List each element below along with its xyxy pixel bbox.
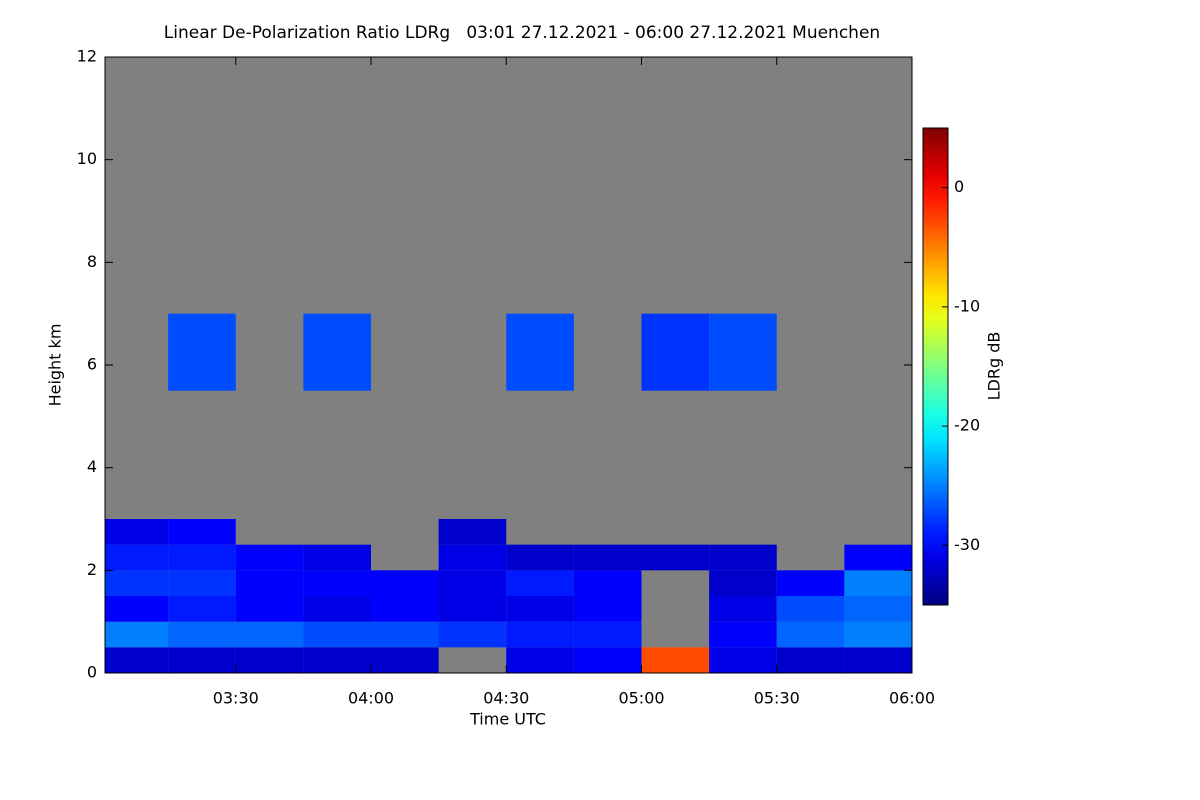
heatmap-cell: [844, 570, 912, 596]
heatmap-cell: [438, 544, 507, 571]
y-tick-label: 2: [87, 560, 97, 579]
colorbar-tick-label: -10: [954, 296, 980, 315]
heatmap-cell: [168, 621, 236, 648]
heatmap-cell: [235, 544, 304, 571]
heatmap-cell: [709, 570, 777, 596]
colorbar-tick-label: -20: [954, 416, 980, 435]
heatmap-cell: [506, 596, 574, 622]
y-tick-label: 0: [87, 663, 97, 682]
colorbar: [922, 127, 949, 606]
heatmap-cell: [370, 570, 439, 596]
heatmap-cell: [303, 596, 371, 622]
heatmap-cell: [235, 647, 304, 673]
heatmap-cell: [506, 544, 574, 571]
heatmap-cell: [235, 621, 304, 648]
colorbar-label: LDRg dB: [985, 332, 1004, 401]
heatmap-cell: [709, 621, 777, 648]
heatmap-cell: [105, 621, 169, 648]
x-axis-label: Time UTC: [469, 710, 546, 729]
heatmap-cell: [303, 621, 371, 648]
heatmap-cell: [709, 544, 777, 571]
heatmap-cell: [105, 570, 169, 596]
heatmap-cell: [573, 596, 642, 622]
heatmap-cell: [844, 596, 912, 622]
heatmap-cell: [370, 621, 439, 648]
heatmap-cell: [776, 621, 845, 648]
heatmap-cell: [573, 647, 642, 673]
x-tick-label: 05:00: [618, 689, 664, 708]
y-tick-label: 6: [87, 355, 97, 374]
heatmap-cell: [438, 519, 507, 545]
colorbar-tick-label: -30: [954, 535, 980, 554]
heatmap-cell: [303, 570, 371, 596]
heatmap-cell: [438, 621, 507, 648]
heatmap-cell: [303, 544, 371, 571]
heatmap-cell: [105, 544, 169, 571]
y-axis-label: Height km: [46, 324, 65, 407]
heatmap-cell: [105, 647, 169, 673]
chart-title: Linear De-Polarization Ratio LDRg 03:01 …: [164, 23, 880, 43]
heatmap-cell: [844, 544, 912, 571]
heatmap-cell: [370, 596, 439, 622]
heatmap-cell: [168, 544, 236, 571]
heatmap-cell: [506, 621, 574, 648]
heatmap-cell: [641, 544, 710, 571]
heatmap-cell: [776, 570, 845, 596]
heatmap-cell: [844, 647, 912, 673]
heatmap-cell: [776, 596, 845, 622]
heatmap-cell: [370, 647, 439, 673]
heatmap-cell: [168, 519, 236, 545]
heatmap-cell: [844, 621, 912, 648]
heatmap-cell: [641, 313, 710, 391]
heatmap-cell: [303, 647, 371, 673]
y-tick-label: 4: [87, 457, 97, 476]
heatmap-cell: [641, 647, 710, 673]
x-tick-label: 06:00: [889, 689, 935, 708]
heatmap-cell: [235, 570, 304, 596]
heatmap-cell: [709, 313, 777, 391]
x-tick-label: 04:00: [348, 689, 394, 708]
heatmap-cell: [438, 596, 507, 622]
heatmap-cell: [506, 647, 574, 673]
y-tick-label: 10: [77, 149, 97, 168]
heatmap-cell: [506, 570, 574, 596]
heatmap-cell: [573, 570, 642, 596]
heatmap-cell: [105, 596, 169, 622]
x-tick-label: 05:30: [754, 689, 800, 708]
heatmap-cell: [168, 313, 236, 391]
heatmap-cell: [303, 313, 371, 391]
heatmap-cell: [573, 544, 642, 571]
y-tick-label: 12: [77, 47, 97, 66]
heatmap-cell: [776, 647, 845, 673]
colorbar-tick-label: 0: [954, 177, 964, 196]
heatmap-cell: [168, 647, 236, 673]
heatmap-cell: [506, 313, 574, 391]
heatmap-cell: [438, 570, 507, 596]
x-tick-label: 03:30: [213, 689, 259, 708]
y-tick-label: 8: [87, 252, 97, 271]
heatmap-cell: [573, 621, 642, 648]
heatmap-cell: [709, 596, 777, 622]
heatmap-cell: [168, 570, 236, 596]
heatmap-cell: [235, 596, 304, 622]
heatmap-cell: [168, 596, 236, 622]
heatmap-cell: [105, 519, 169, 545]
heatmap-cell: [709, 647, 777, 673]
x-tick-label: 04:30: [483, 689, 529, 708]
